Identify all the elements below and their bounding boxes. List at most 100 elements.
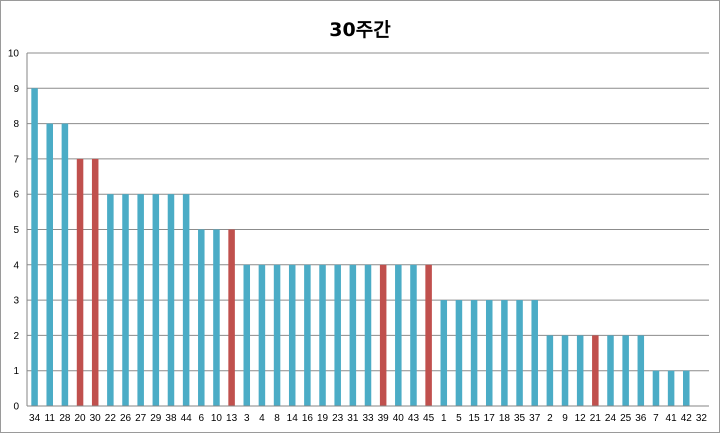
x-tick-label: 44 bbox=[181, 413, 193, 424]
bar-19 bbox=[319, 264, 326, 406]
x-tick-label: 16 bbox=[302, 413, 314, 424]
y-tick-label: 7 bbox=[13, 154, 19, 165]
bar-15 bbox=[470, 300, 478, 406]
x-tick-label: 20 bbox=[74, 413, 86, 424]
x-tick-labels: 34 11 28 20 30 22 26 27 29 38 44 6 10 13 3 4 8 14 16 19 23 31… bbox=[29, 413, 707, 424]
x-tick-label: 40 bbox=[393, 413, 405, 424]
bar-13 bbox=[228, 229, 235, 406]
x-tick-label: 2 bbox=[547, 413, 553, 424]
y-tick-label: 0 bbox=[13, 402, 19, 413]
bar-26 bbox=[122, 194, 129, 406]
y-tick-label: 3 bbox=[13, 296, 19, 307]
x-tick-label: 12 bbox=[575, 413, 587, 424]
y-tick-labels: 0 1 2 3 4 5 6 7 8 9 10 bbox=[8, 49, 20, 413]
x-tick-label: 3 bbox=[244, 413, 250, 424]
x-tick-label: 9 bbox=[562, 413, 568, 424]
bar-39 bbox=[379, 264, 387, 406]
bar-20 bbox=[76, 158, 84, 406]
x-tick-label: 5 bbox=[456, 413, 462, 424]
x-tick-label: 17 bbox=[484, 413, 496, 424]
bar-12 bbox=[576, 335, 584, 406]
x-tick-label: 10 bbox=[211, 413, 223, 424]
x-tick-label: 37 bbox=[529, 413, 541, 424]
bar-21 bbox=[592, 335, 599, 406]
bar-30 bbox=[91, 158, 99, 406]
x-tick-label: 39 bbox=[378, 413, 390, 424]
bar-8 bbox=[273, 264, 281, 406]
bars bbox=[31, 88, 690, 407]
bar-44 bbox=[182, 194, 190, 406]
bar-29 bbox=[152, 194, 160, 406]
x-tick-label: 7 bbox=[653, 413, 659, 424]
y-tick-label: 5 bbox=[13, 225, 19, 236]
axes bbox=[26, 53, 709, 407]
bar-23 bbox=[334, 264, 341, 406]
bar-42 bbox=[683, 370, 690, 406]
x-tick-label: 32 bbox=[696, 413, 708, 424]
x-tick-label: 34 bbox=[29, 413, 41, 424]
bar-2 bbox=[546, 335, 554, 406]
y-tick-label: 2 bbox=[13, 331, 19, 342]
bar-10 bbox=[213, 229, 220, 406]
x-tick-label: 19 bbox=[317, 413, 329, 424]
x-tick-label: 28 bbox=[59, 413, 71, 424]
bar-17 bbox=[485, 300, 493, 406]
bar-33 bbox=[364, 264, 372, 406]
x-tick-label: 31 bbox=[347, 413, 359, 424]
y-tick-label: 1 bbox=[13, 366, 19, 377]
x-tick-label: 29 bbox=[150, 413, 162, 424]
bar-38 bbox=[167, 194, 175, 406]
x-tick-label: 11 bbox=[45, 413, 56, 424]
bar-4 bbox=[258, 264, 266, 406]
y-tick-label: 6 bbox=[13, 190, 19, 201]
x-tick-label: 18 bbox=[499, 413, 511, 424]
bar-16 bbox=[304, 264, 311, 406]
bar-5 bbox=[455, 300, 463, 406]
bar-11 bbox=[46, 123, 53, 406]
x-tick-label: 22 bbox=[105, 413, 117, 424]
bar-41 bbox=[667, 370, 675, 406]
x-tick-label: 33 bbox=[362, 413, 374, 424]
bar-43 bbox=[410, 264, 417, 406]
x-tick-label: 6 bbox=[199, 413, 205, 424]
bar-24 bbox=[607, 335, 614, 406]
x-tick-label: 36 bbox=[635, 413, 647, 424]
x-tick-label: 24 bbox=[605, 413, 617, 424]
x-tick-label: 26 bbox=[120, 413, 132, 424]
x-tick-label: 43 bbox=[408, 413, 420, 424]
x-tick-label: 42 bbox=[681, 413, 693, 424]
bar-18 bbox=[501, 300, 508, 406]
x-tick-label: 4 bbox=[259, 413, 265, 424]
bar-40 bbox=[395, 264, 402, 406]
x-tick-label: 8 bbox=[274, 413, 280, 424]
bar-31 bbox=[349, 264, 357, 406]
bar-35 bbox=[516, 300, 523, 406]
y-tick-label: 4 bbox=[13, 260, 19, 271]
bar-45 bbox=[425, 264, 432, 406]
bar-22 bbox=[107, 194, 114, 406]
x-tick-label: 21 bbox=[590, 413, 602, 424]
x-tick-label: 1 bbox=[441, 413, 447, 424]
bar-37 bbox=[531, 300, 538, 406]
x-tick-label: 14 bbox=[287, 413, 299, 424]
x-tick-label: 30 bbox=[90, 413, 102, 424]
x-tick-label: 23 bbox=[332, 413, 344, 424]
x-tick-label: 27 bbox=[135, 413, 147, 424]
x-tick-label: 15 bbox=[469, 413, 481, 424]
y-tick-label: 9 bbox=[13, 84, 19, 95]
bar-27 bbox=[137, 194, 144, 406]
bar-7 bbox=[652, 370, 660, 406]
x-tick-label: 35 bbox=[514, 413, 526, 424]
bar-6 bbox=[198, 229, 205, 406]
bar-25 bbox=[622, 335, 629, 406]
x-tick-label: 41 bbox=[666, 413, 678, 424]
x-tick-label: 38 bbox=[165, 413, 177, 424]
x-tick-label: 45 bbox=[423, 413, 435, 424]
bar-3 bbox=[243, 264, 251, 406]
x-tick-label: 13 bbox=[226, 413, 238, 424]
x-tick-label: 25 bbox=[620, 413, 632, 424]
bar-28 bbox=[61, 123, 69, 406]
bar-34 bbox=[31, 88, 38, 407]
